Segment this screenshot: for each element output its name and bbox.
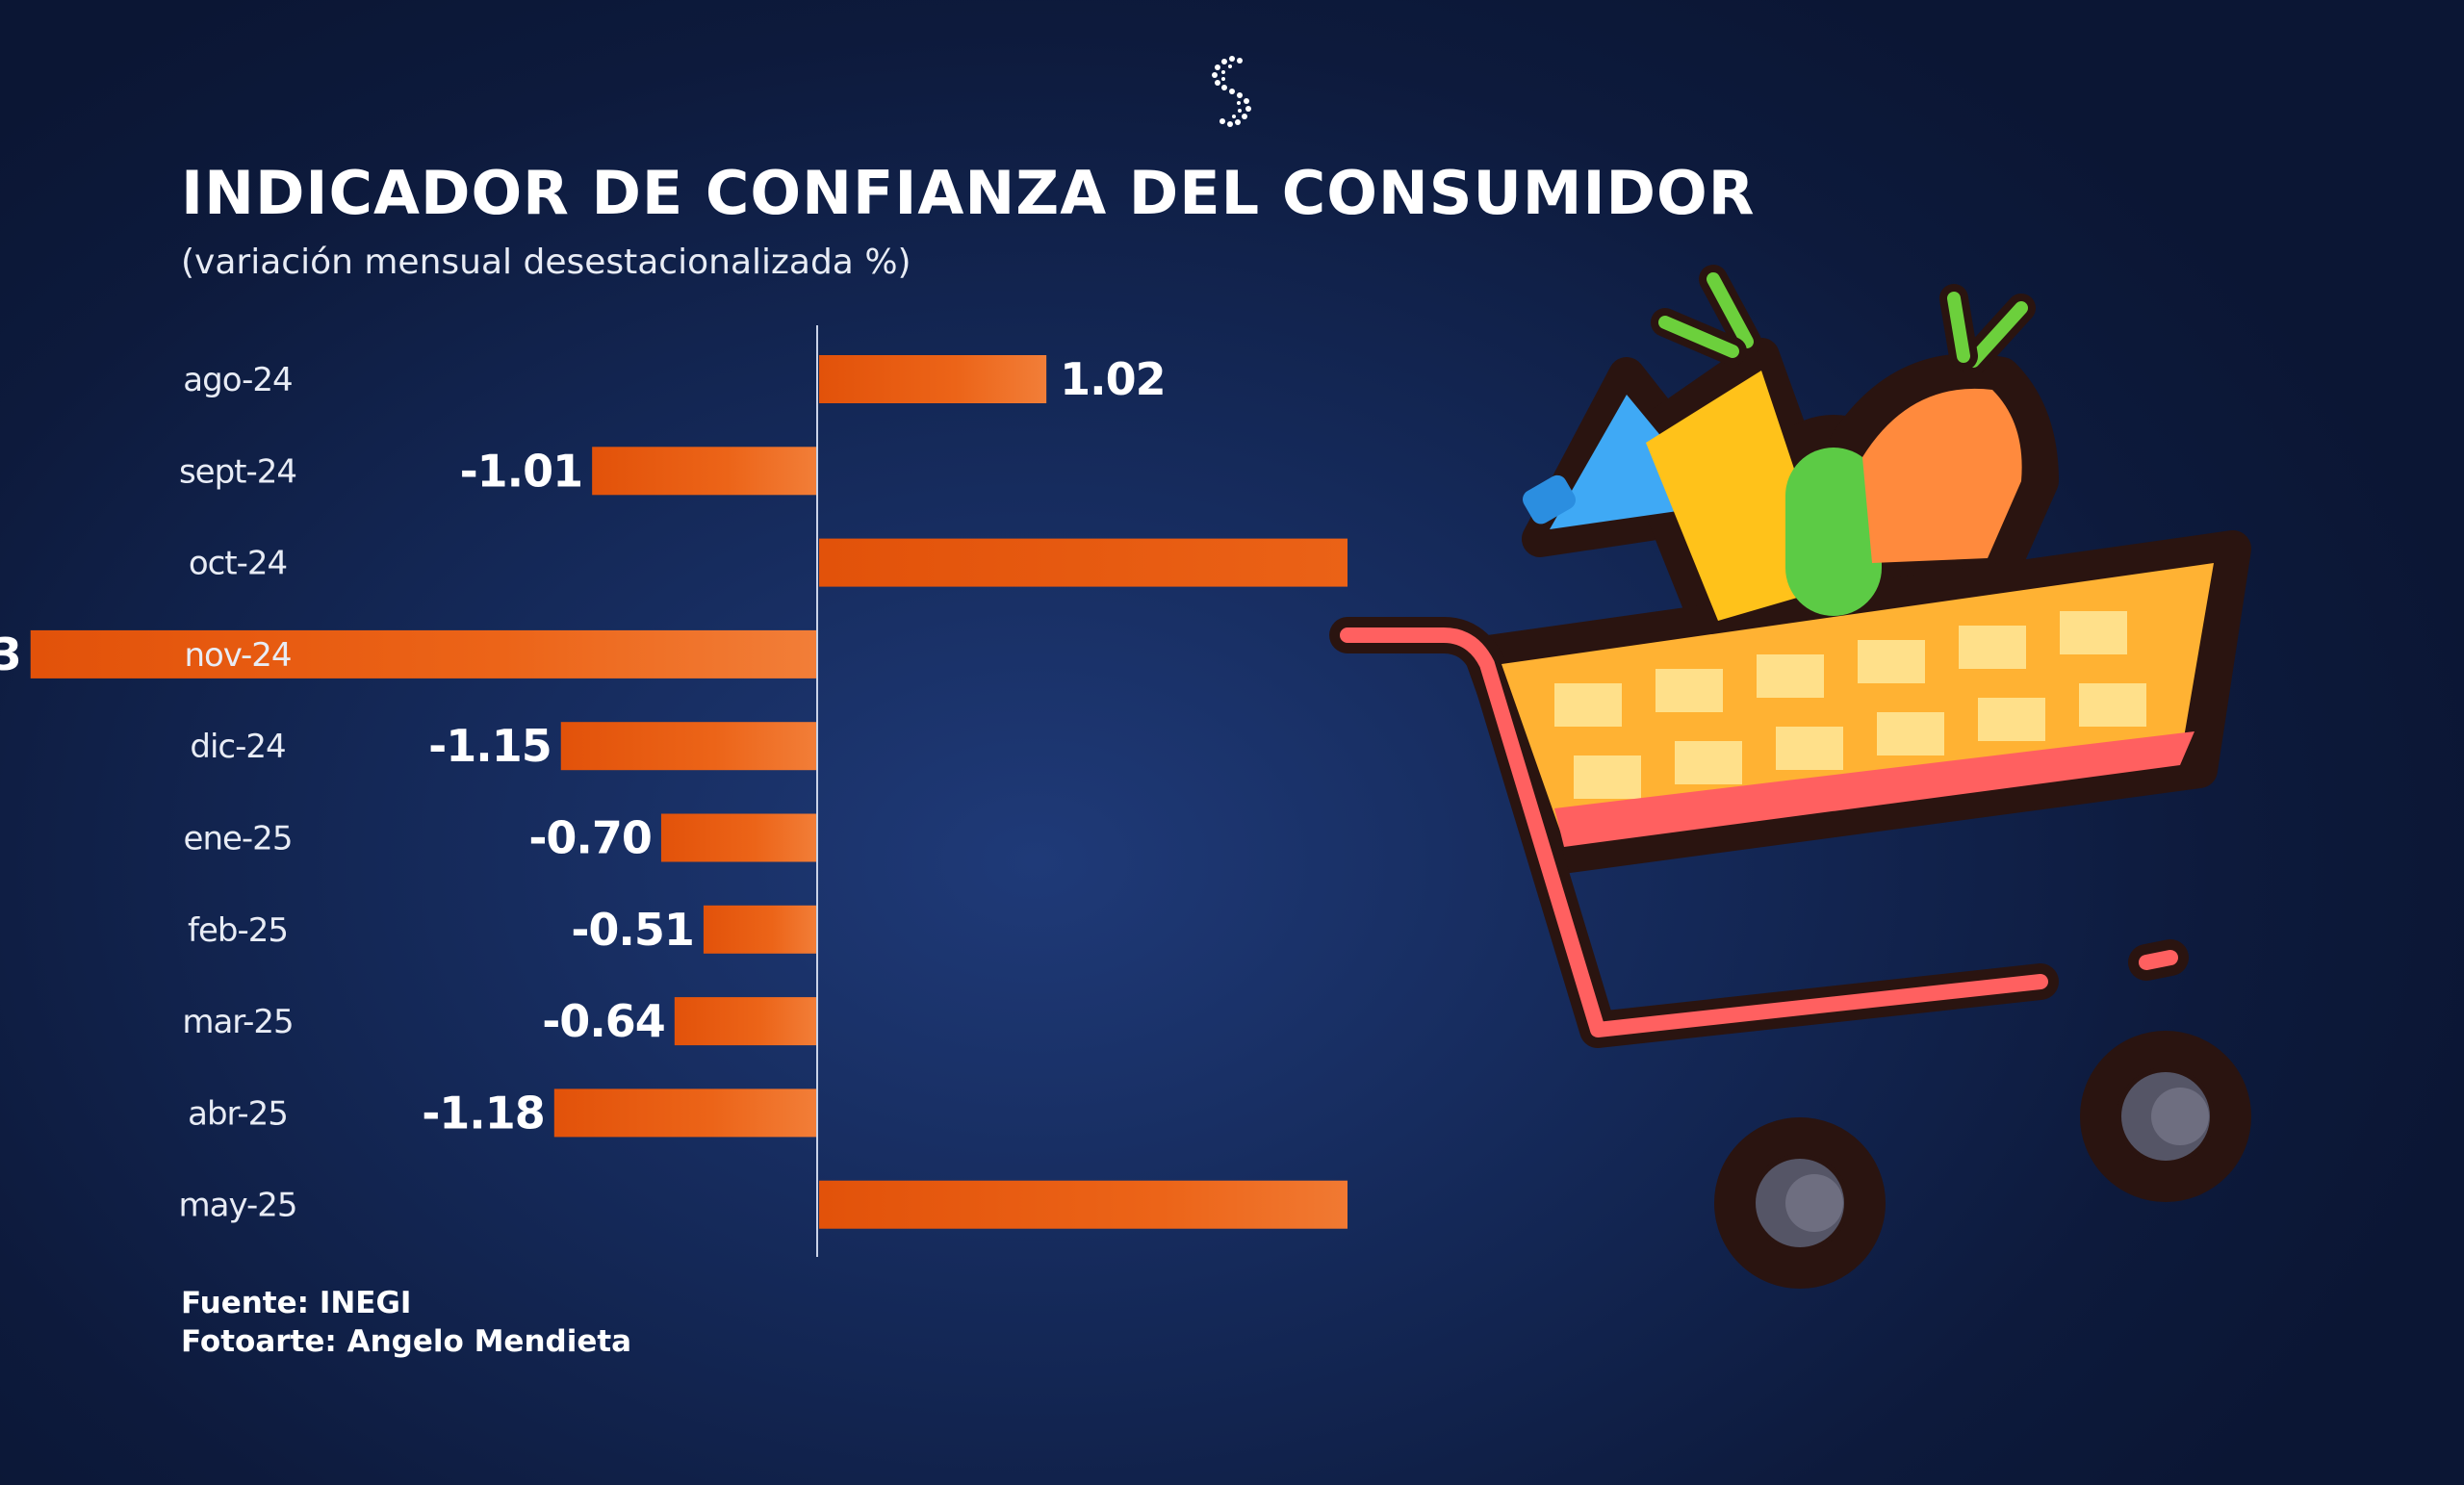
bar-dic-24 [560, 722, 817, 771]
category-label: sept-24 [179, 452, 296, 491]
category-label: ene-25 [184, 820, 293, 858]
category-label: nov-24 [184, 636, 291, 675]
value-label: -0.64 [542, 995, 665, 1047]
category-label: feb-25 [188, 911, 288, 950]
shopping-cart-groceries-icon [1329, 265, 2251, 1289]
category-label: oct-24 [189, 545, 287, 583]
category-label: mar-25 [182, 1003, 293, 1041]
value-label: -3.53 [0, 628, 21, 680]
bar-mar-25 [674, 997, 817, 1046]
bar-chart: ago-24 sept-24 oct-24 nov-24 dic-24 ene-25 feb… [0, 325, 1348, 1257]
bars-group [30, 355, 1348, 1229]
bar-oct-24 [819, 538, 1348, 587]
value-labels-group: 1.02-1.014.46-3.53-1.15-0.70-0.51-0.64-1… [0, 353, 1167, 1139]
value-label: -1.15 [428, 720, 552, 772]
value-label: -0.70 [528, 812, 652, 864]
value-label: 1.02 [1060, 353, 1166, 405]
bar-feb-25 [703, 905, 817, 954]
chart-subtitle: (variación mensual desestacionalizada %) [181, 243, 911, 282]
category-label: dic-24 [190, 728, 285, 766]
value-label: -1.18 [422, 1087, 545, 1139]
category-labels-group: ago-24 sept-24 oct-24 nov-24 dic-24 ene-25 feb… [178, 361, 297, 1225]
bar-nov-24 [30, 629, 817, 678]
bar-sept-24 [592, 447, 817, 496]
source-credit: Fuente: INEGI [181, 1286, 412, 1320]
photo-credit: Fotoarte: Angelo Mendieta [181, 1324, 632, 1359]
category-label: ago-24 [183, 361, 292, 399]
value-label: -1.01 [460, 445, 583, 497]
footer-credits: Fuente: INEGI Fotoarte: Angelo Mendieta [181, 1284, 631, 1361]
chart-title: INDICADOR DE CONFIANZA DEL CONSUMIDOR [181, 158, 1756, 228]
bar-may-25 [819, 1180, 1348, 1229]
value-label: -0.51 [571, 904, 694, 956]
s-dotted-logo-icon [1212, 56, 1251, 127]
category-label: may-25 [178, 1187, 296, 1225]
bar-ago-24 [819, 355, 1047, 403]
bar-abr-25 [553, 1088, 817, 1138]
category-label: abr-25 [188, 1094, 288, 1133]
bar-ene-25 [660, 813, 817, 862]
